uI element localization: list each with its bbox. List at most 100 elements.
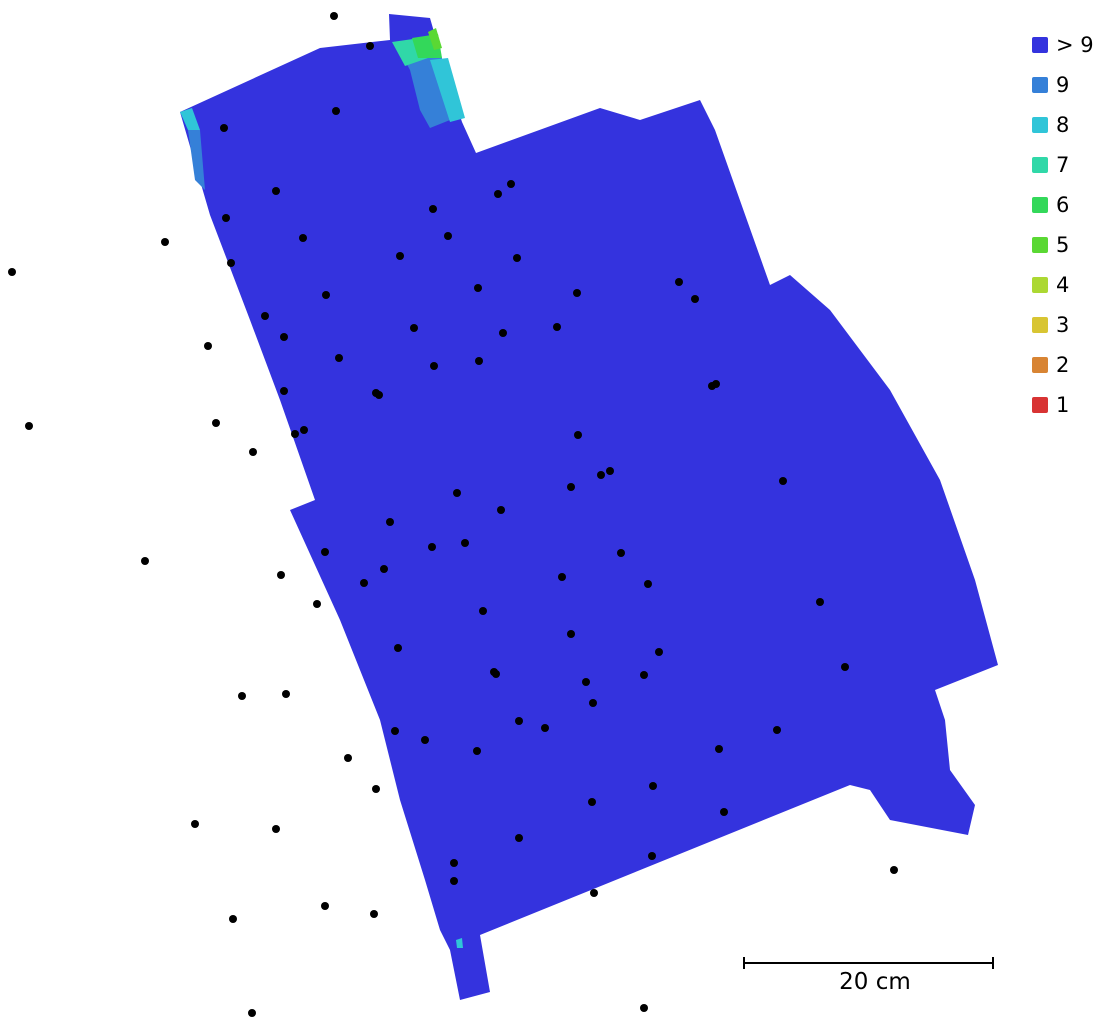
camera-point	[386, 518, 394, 526]
camera-point	[299, 234, 307, 242]
legend-label: 6	[1056, 193, 1070, 217]
camera-point	[396, 252, 404, 260]
camera-point	[582, 678, 590, 686]
legend-item: 4	[1032, 270, 1069, 300]
camera-points	[8, 12, 898, 1017]
camera-point	[220, 124, 228, 132]
camera-point	[655, 648, 663, 656]
legend-swatch	[1032, 317, 1048, 333]
legend-swatch	[1032, 77, 1048, 93]
camera-point	[428, 543, 436, 551]
camera-point	[313, 600, 321, 608]
camera-point	[375, 391, 383, 399]
legend-item: 2	[1032, 350, 1069, 380]
camera-point	[332, 107, 340, 115]
camera-point	[499, 329, 507, 337]
camera-point	[473, 747, 481, 755]
legend-item: > 9	[1032, 30, 1094, 60]
scale-bar-label: 20 cm	[839, 969, 911, 995]
camera-point	[430, 362, 438, 370]
camera-point	[322, 291, 330, 299]
camera-point	[573, 289, 581, 297]
legend-swatch	[1032, 277, 1048, 293]
camera-point	[370, 910, 378, 918]
camera-point	[391, 727, 399, 735]
camera-point	[474, 284, 482, 292]
legend-label: 3	[1056, 313, 1070, 337]
camera-point	[675, 278, 683, 286]
camera-point	[366, 42, 374, 50]
camera-point	[541, 724, 549, 732]
camera-point	[321, 902, 329, 910]
legend-swatch	[1032, 37, 1048, 53]
camera-point	[492, 670, 500, 678]
camera-point	[191, 820, 199, 828]
legend-item: 9	[1032, 70, 1069, 100]
camera-point	[421, 736, 429, 744]
legend-swatch	[1032, 397, 1048, 413]
camera-point	[715, 745, 723, 753]
camera-point	[779, 477, 787, 485]
legend-item: 7	[1032, 150, 1069, 180]
camera-point	[720, 808, 728, 816]
camera-point	[558, 573, 566, 581]
camera-point	[372, 785, 380, 793]
camera-point	[567, 630, 575, 638]
legend-label: > 9	[1056, 33, 1094, 57]
camera-point	[212, 419, 220, 427]
legend-label: 1	[1056, 393, 1070, 417]
camera-point	[330, 12, 338, 20]
legend-label: 4	[1056, 273, 1070, 297]
camera-point	[574, 431, 582, 439]
camera-point	[590, 889, 598, 897]
legend-item: 3	[1032, 310, 1069, 340]
camera-point	[475, 357, 483, 365]
camera-point	[691, 295, 699, 303]
camera-point	[410, 324, 418, 332]
legend-item: 6	[1032, 190, 1069, 220]
camera-point	[344, 754, 352, 762]
camera-point	[841, 663, 849, 671]
legend-item: 8	[1032, 110, 1069, 140]
camera-point	[277, 571, 285, 579]
camera-point	[816, 598, 824, 606]
camera-point	[588, 798, 596, 806]
legend-label: 8	[1056, 113, 1070, 137]
camera-point	[291, 430, 299, 438]
legend-label: 7	[1056, 153, 1070, 177]
legend-label: 2	[1056, 353, 1070, 377]
camera-point	[597, 471, 605, 479]
camera-point	[606, 467, 614, 475]
camera-point	[238, 692, 246, 700]
coverage-zone-8	[430, 58, 465, 122]
legend-swatch	[1032, 357, 1048, 373]
legend-item: 5	[1032, 230, 1069, 260]
camera-point	[204, 342, 212, 350]
coverage-zone-tip	[456, 938, 463, 948]
camera-point	[380, 565, 388, 573]
camera-point	[890, 866, 898, 874]
camera-point	[644, 580, 652, 588]
camera-point	[444, 232, 452, 240]
camera-point	[335, 354, 343, 362]
coverage-zone-left-edge-2	[188, 130, 205, 190]
camera-point	[249, 448, 257, 456]
camera-point	[450, 859, 458, 867]
camera-point	[640, 671, 648, 679]
legend-swatch	[1032, 197, 1048, 213]
camera-point	[229, 915, 237, 923]
camera-point	[648, 852, 656, 860]
camera-point	[515, 834, 523, 842]
camera-point	[429, 205, 437, 213]
legend-swatch	[1032, 237, 1048, 253]
camera-point	[280, 387, 288, 395]
camera-point	[497, 506, 505, 514]
camera-point	[227, 259, 235, 267]
camera-point	[553, 323, 561, 331]
camera-point	[282, 690, 290, 698]
coverage-area	[180, 14, 998, 1000]
camera-point	[161, 238, 169, 246]
camera-point	[567, 483, 575, 491]
camera-point	[461, 539, 469, 547]
camera-point	[8, 268, 16, 276]
